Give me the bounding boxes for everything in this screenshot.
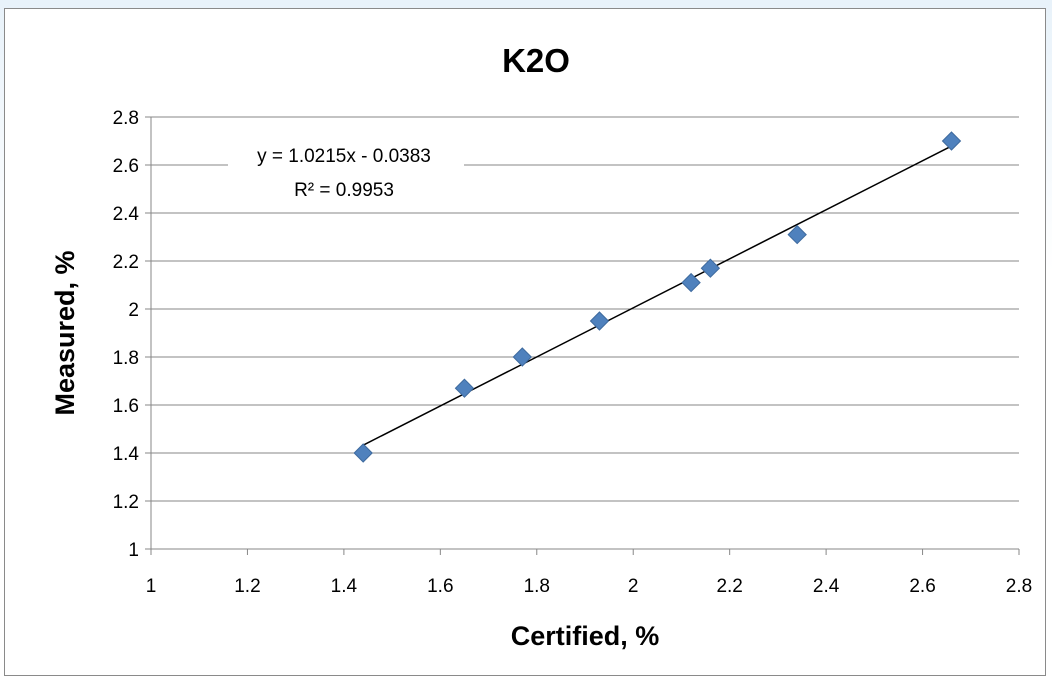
data-point [681,272,701,293]
gridlines [151,116,1019,502]
y-tick-label: 2.8 [113,108,139,129]
data-point [589,311,610,331]
data-point [700,258,721,278]
y-tick-label: 2.4 [113,204,140,225]
x-tick-label: 2 [628,576,639,597]
y-tick-label: 2.6 [113,156,139,177]
y-axis-title: Measured, % [50,250,80,415]
trendline-group [362,145,952,446]
x-tick-label: 1.8 [524,576,550,597]
data-point [941,131,962,151]
equation-background [228,140,464,204]
x-tick-label: 1.6 [427,576,453,597]
y-tick-label: 2.2 [113,252,139,273]
x-tick-label: 1 [146,576,157,597]
chart-area [4,8,1046,676]
chart-title: K2O [502,42,570,79]
axes [145,116,1020,555]
trendline-equation-box: y = 1.0215x - 0.0383 R² = 0.9953 [228,140,464,204]
trendline-r-squared: R² = 0.9953 [294,180,394,201]
data-point [512,347,533,367]
y-tick-label: 1.4 [113,444,140,465]
data-point [454,378,475,398]
trendline [362,145,952,446]
x-tick-label: 2.8 [1006,576,1032,597]
x-tick-label: 1.2 [234,576,260,597]
x-tick-label: 2.4 [813,576,840,597]
x-axis-title: Certified, % [511,621,660,651]
x-tick-label: 2.2 [716,576,742,597]
x-tick-label: 2.6 [909,576,935,597]
y-tick-label: 1.6 [113,396,139,417]
data-point [787,224,807,245]
y-tick-label: 1.8 [113,348,139,369]
y-tick-label: 2 [128,300,139,321]
y-tick-label: 1 [128,540,139,561]
trendline-equation: y = 1.0215x - 0.0383 [257,146,431,167]
x-tick-labels: 1 1.2 1.4 1.6 1.8 2 2.2 2.4 2.6 2.8 [146,576,1033,597]
data-points [353,131,962,463]
y-tick-labels: 1 1.2 1.4 1.6 1.8 2 2.2 2.4 2.6 2.8 [113,108,140,561]
data-point [353,443,373,463]
y-tick-label: 1.2 [113,492,139,513]
x-tick-label: 1.4 [331,576,358,597]
